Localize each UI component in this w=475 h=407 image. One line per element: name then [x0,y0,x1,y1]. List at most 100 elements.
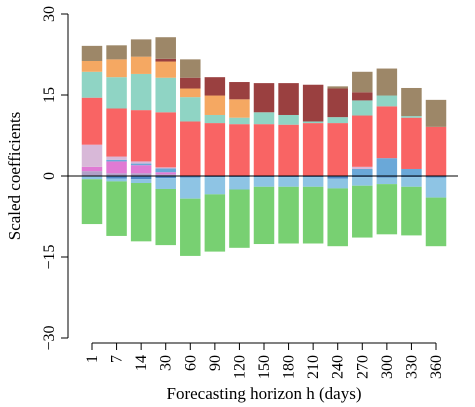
bar-segment-pos-5-30 [155,77,176,113]
bar-segment-neg-2-7 [106,181,127,236]
y-axis-label: Scaled coefficients [5,112,24,241]
y-tick-label: 30 [41,6,58,22]
bar-segment-neg-0-330 [401,176,422,178]
bar-segment-pos-0-30 [155,174,176,176]
bar-segment-neg-1-150 [253,177,275,187]
x-tick-label: 150 [256,355,273,379]
bar-segment-pos-8-7 [106,45,127,60]
bar-segment-pos-2-270 [352,168,373,176]
bar-segment-neg-0-120 [229,176,250,178]
bar-segment-neg-1-210 [302,177,324,187]
bar-segment-neg-2-360 [425,197,447,247]
bar-segment-pos-6-60 [180,88,201,98]
bar-segment-neg-0-360 [425,176,447,178]
bar-segment-pos-5-270 [352,100,373,116]
bar-segment-pos-7-270 [352,92,373,101]
bar-segment-pos-5-1 [81,71,103,98]
bar-segment-pos-7-30 [155,58,176,62]
bar-segment-pos-1-14 [130,165,152,174]
bar-segment-neg-0-180 [278,176,299,178]
bar-segment-pos-5-300 [376,95,398,107]
bar-segment-pos-5-7 [106,77,127,109]
y-axis: 30 15 0 −15 −30 [41,6,69,351]
y-tick-label: 15 [41,87,58,103]
bar-segment-pos-2-14 [130,163,152,166]
bar-segment-neg-0-90 [204,176,226,178]
bar-segment-pos-0-1 [81,171,103,176]
bar-segment-pos-6-90 [204,95,226,115]
bar-segment-pos-2-300 [376,158,398,176]
x-tick-label: 180 [281,355,298,379]
bar-segment-pos-7-210 [302,84,324,122]
bar-segment-pos-5-120 [229,117,250,125]
bar-segment-neg-2-1 [81,179,103,225]
bar-segment-neg-1-60 [180,177,201,199]
bar-segment-pos-7-120 [229,82,250,100]
bar-segment-pos-3-270 [352,166,373,169]
bar-segment-neg-0-150 [253,176,275,178]
bar-segment-pos-8-270 [352,71,373,93]
bar-segment-pos-1-1 [81,166,103,172]
bar-segment-neg-0-60 [180,176,201,178]
bar-segment-pos-4-210 [302,123,324,176]
bar-segment-pos-3-14 [130,161,152,164]
bar-segment-neg-2-330 [401,186,422,236]
bar-segment-pos-5-60 [180,97,201,122]
x-tick-label: 60 [182,355,199,371]
bar-segment-pos-1-7 [106,161,127,174]
bar-segment-neg-2-120 [229,189,250,248]
bar-segment-neg-1-270 [352,177,373,186]
bar-segment-neg-1-330 [401,177,422,187]
bar-segment-neg-0-210 [302,176,324,178]
bar-segment-neg-2-14 [130,183,152,242]
bar-segment-neg-0-7 [106,176,127,179]
bar-segment-pos-4-1 [81,97,103,145]
bar-segment-neg-0-270 [352,176,373,178]
y-tick-label: −30 [41,325,58,350]
bar-segment-pos-4-30 [155,112,176,168]
x-tick-label: 120 [231,355,248,379]
bar-segment-pos-4-14 [130,110,152,162]
bar-segment-pos-6-1 [81,60,103,72]
bar-segment-pos-6-7 [106,59,127,78]
bar-segment-neg-2-90 [204,194,226,252]
bar-segment-neg-1-1 [81,176,103,180]
bar-segment-neg-1-180 [278,177,299,187]
bar-segment-neg-2-240 [327,188,348,247]
bar-segment-pos-5-210 [302,121,324,124]
bar-segment-pos-8-1 [81,45,103,61]
bar-segment-pos-8-30 [155,37,176,59]
bar-segment-pos-7-60 [180,77,201,89]
bar-segment-neg-1-240 [327,178,348,189]
x-tick-label: 240 [330,355,347,379]
bar-segment-pos-4-300 [376,106,398,159]
bar-segment-pos-4-240 [327,123,348,176]
bar-layer [81,37,447,256]
bar-segment-pos-4-150 [253,124,275,176]
bar-segment-neg-0-240 [327,176,348,179]
bar-segment-neg-2-30 [155,188,176,246]
x-tick-label: 330 [403,355,420,379]
bar-segment-neg-1-14 [130,179,152,184]
bar-segment-pos-8-330 [401,87,422,117]
bar-segment-pos-5-180 [278,114,299,125]
bar-segment-pos-4-7 [106,108,127,157]
bar-segment-neg-2-60 [180,198,201,256]
bar-segment-neg-0-14 [130,176,152,180]
bar-segment-pos-7-150 [253,83,275,113]
x-tick-label: 1 [84,355,101,363]
bar-segment-neg-1-90 [204,177,226,195]
bar-segment-neg-1-7 [106,178,127,182]
bar-segment-pos-0-14 [130,173,152,176]
bar-segment-pos-6-14 [130,56,152,74]
bar-segment-pos-7-180 [278,83,299,115]
bar-segment-pos-8-60 [180,59,201,78]
bar-segment-pos-5-150 [253,112,275,125]
y-tick-label: −15 [41,244,58,269]
bar-segment-pos-5-90 [204,114,226,124]
bar-segment-neg-2-150 [253,186,275,245]
bar-segment-neg-0-30 [155,176,176,179]
bar-segment-pos-7-240 [327,88,348,118]
bar-segment-pos-4-60 [180,121,201,176]
